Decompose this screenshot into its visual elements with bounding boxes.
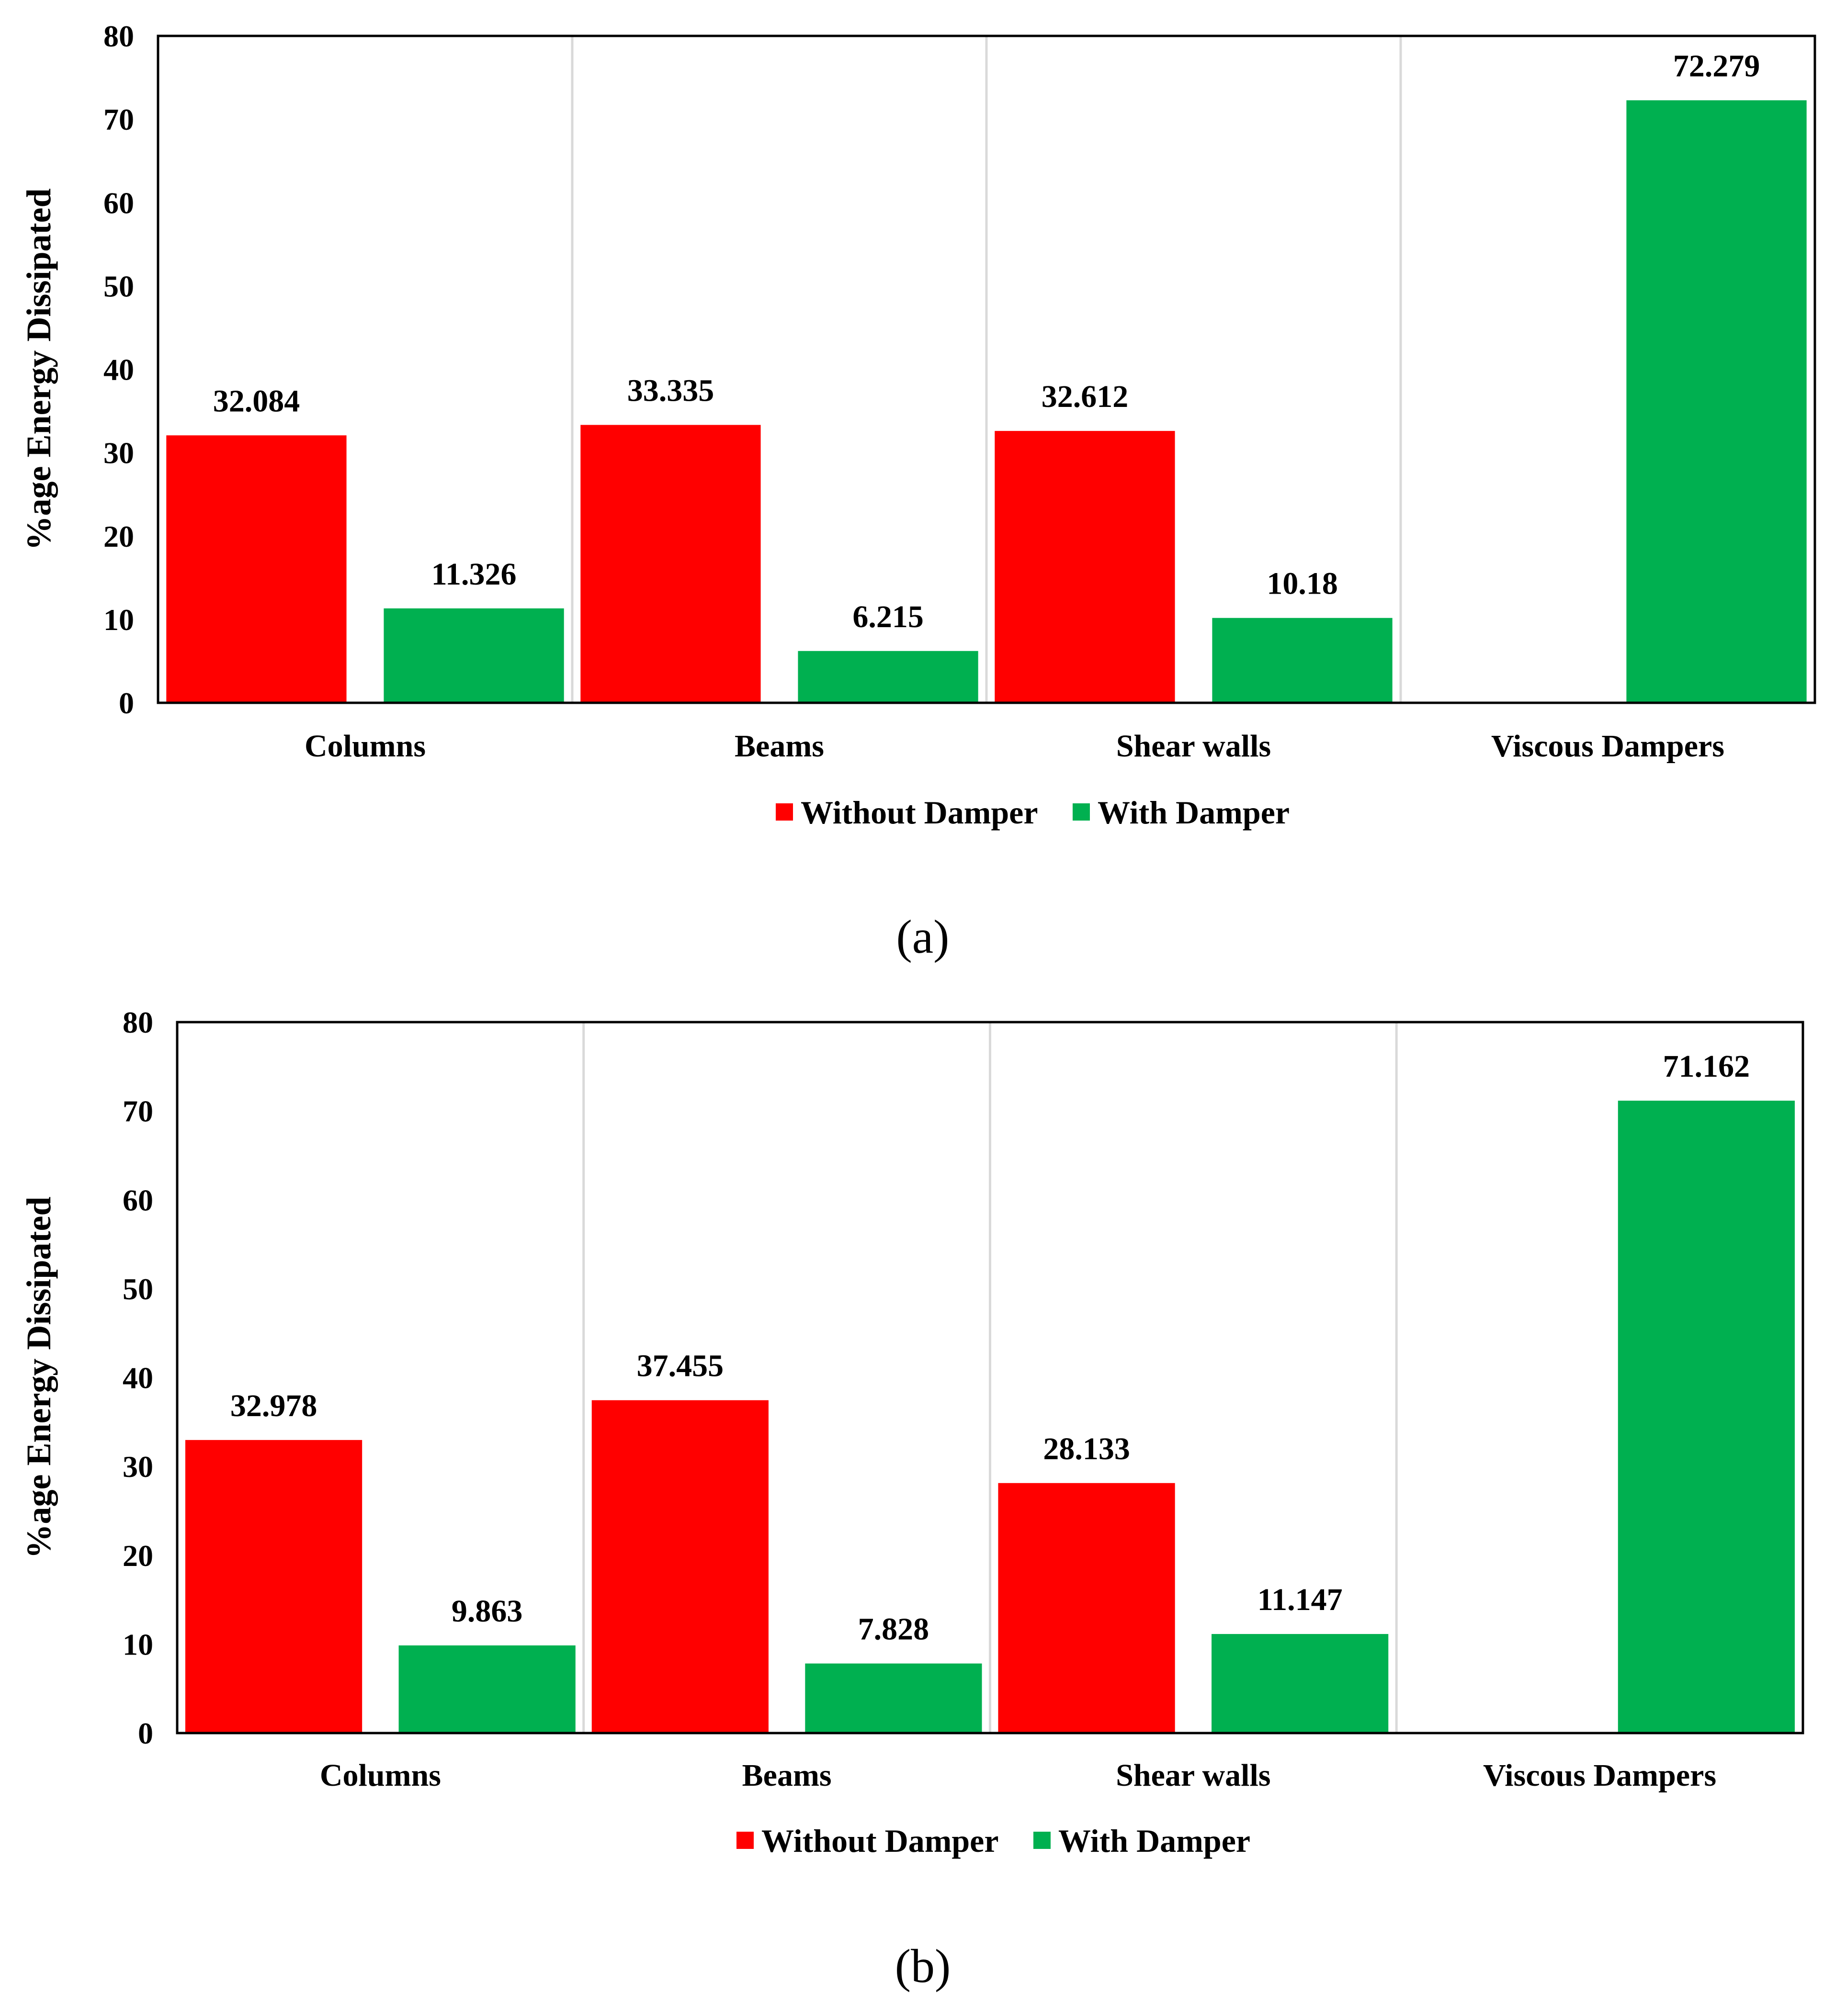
legend: Without Damper With Damper bbox=[736, 1823, 1250, 1859]
chart-panel-2: 32.978 37.455 28.133 9.863 7.828 11.147 71.162… bbox=[20, 1005, 1804, 1993]
plot-frame bbox=[176, 1021, 1804, 1734]
bar-without-damper-beams bbox=[580, 425, 761, 703]
y-tick-label: 30 bbox=[123, 1450, 153, 1484]
legend-swatch bbox=[1073, 803, 1090, 821]
bar-with-damper-viscous-dampers bbox=[1618, 1101, 1795, 1733]
y-axis-label: %age Energy Dissipated bbox=[20, 1197, 58, 1559]
data-label: 11.147 bbox=[1257, 1582, 1343, 1617]
data-label: 37.455 bbox=[637, 1349, 724, 1384]
legend-label: With Damper bbox=[1058, 1823, 1250, 1859]
legend-label: With Damper bbox=[1098, 794, 1290, 831]
bar-without-damper-shear-walls bbox=[998, 1483, 1175, 1733]
y-tick-label: 70 bbox=[103, 102, 134, 136]
x-category-label: Columns bbox=[320, 1758, 441, 1793]
bar-with-damper-shear-walls bbox=[1212, 618, 1393, 703]
panel-label: (a) bbox=[896, 910, 950, 963]
plot-frame bbox=[157, 34, 1816, 704]
bar-with-damper-columns bbox=[384, 608, 564, 703]
x-category-label: Beams bbox=[735, 729, 824, 764]
bar-without-damper-shear-walls bbox=[995, 431, 1175, 703]
y-axis-label: %age Energy Dissipated bbox=[20, 189, 58, 551]
x-category-label: Shear walls bbox=[1116, 729, 1271, 764]
data-label: 9.863 bbox=[452, 1594, 523, 1629]
data-label: 6.215 bbox=[852, 599, 924, 634]
y-tick-label: 40 bbox=[103, 353, 134, 387]
x-category-label: Viscous Dampers bbox=[1491, 729, 1724, 764]
legend-swatch bbox=[776, 803, 793, 821]
y-tick-label: 40 bbox=[123, 1361, 153, 1395]
data-label: 11.326 bbox=[431, 557, 517, 592]
data-label: 33.335 bbox=[627, 373, 714, 408]
y-tick-label: 20 bbox=[103, 519, 134, 553]
y-tick-label: 70 bbox=[123, 1094, 153, 1128]
bar-with-damper-beams bbox=[798, 651, 978, 703]
data-label: 7.828 bbox=[858, 1612, 929, 1647]
chart-panel-1: 32.084 33.335 32.612 11.326 6.215 10.18 72.279… bbox=[20, 19, 1816, 963]
bar-with-damper-viscous-dampers bbox=[1626, 100, 1807, 703]
bar-with-damper-beams bbox=[805, 1663, 982, 1733]
data-label: 71.162 bbox=[1663, 1049, 1750, 1084]
bar-without-damper-beams bbox=[591, 1400, 769, 1733]
bar-without-damper-columns bbox=[166, 435, 347, 703]
panel-label: (b) bbox=[895, 1939, 951, 1993]
y-tick-label: 80 bbox=[103, 19, 134, 53]
x-category-label: Beams bbox=[742, 1758, 832, 1793]
data-label: 32.084 bbox=[213, 383, 300, 418]
y-tick-label: 0 bbox=[119, 686, 134, 720]
legend-swatch bbox=[1033, 1832, 1051, 1849]
legend: Without Damper With Damper bbox=[776, 794, 1290, 831]
y-tick-label: 30 bbox=[103, 436, 134, 470]
data-label: 28.133 bbox=[1043, 1431, 1130, 1466]
data-label: 10.18 bbox=[1267, 566, 1338, 601]
y-tick-label: 80 bbox=[123, 1005, 153, 1039]
y-tick-label: 0 bbox=[138, 1716, 153, 1750]
x-category-label: Shear walls bbox=[1116, 1758, 1270, 1793]
x-category-label: Viscous Dampers bbox=[1483, 1758, 1716, 1793]
bar-with-damper-columns bbox=[398, 1645, 576, 1733]
y-tick-label: 10 bbox=[103, 603, 134, 637]
bar-with-damper-shear-walls bbox=[1212, 1634, 1389, 1733]
data-label: 32.978 bbox=[230, 1388, 317, 1423]
data-label: 32.612 bbox=[1042, 379, 1129, 414]
y-tick-label: 60 bbox=[103, 186, 134, 220]
x-category-label: Columns bbox=[305, 729, 426, 764]
y-tick-label: 50 bbox=[103, 269, 134, 303]
y-tick-label: 60 bbox=[123, 1183, 153, 1217]
bar-without-damper-columns bbox=[185, 1440, 362, 1733]
y-tick-label: 50 bbox=[123, 1272, 153, 1306]
legend-label: Without Damper bbox=[761, 1823, 999, 1859]
data-label: 72.279 bbox=[1673, 48, 1760, 83]
legend-label: Without Damper bbox=[801, 794, 1038, 831]
y-tick-label: 10 bbox=[123, 1627, 153, 1661]
legend-swatch bbox=[736, 1832, 754, 1849]
y-tick-label: 20 bbox=[123, 1539, 153, 1573]
